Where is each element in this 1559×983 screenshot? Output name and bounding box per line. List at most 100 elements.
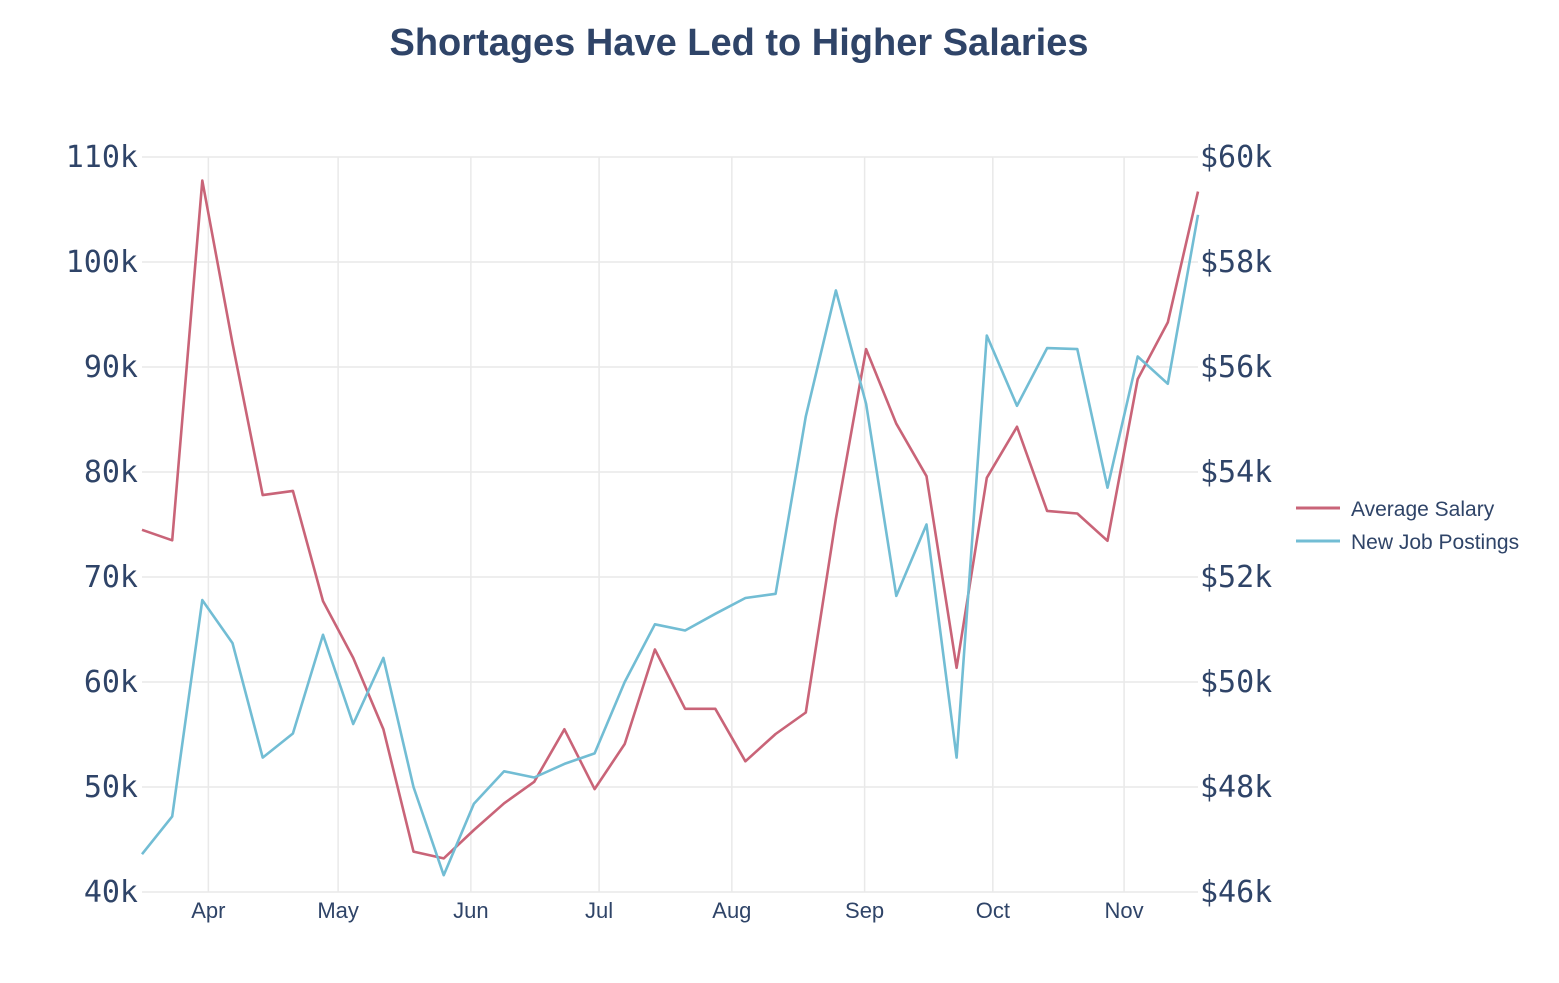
data-point[interactable] — [500, 799, 508, 807]
data-point[interactable] — [1043, 507, 1051, 515]
data-point[interactable] — [922, 521, 930, 529]
data-point[interactable] — [621, 678, 629, 686]
data-point[interactable] — [470, 826, 478, 834]
data-point[interactable] — [681, 627, 689, 635]
axes: 40k 50k 60k 70k 80k 90k 100k 110k $46k $48k $50k $5… — [66, 140, 1273, 923]
data-point[interactable] — [168, 812, 176, 820]
data-point[interactable] — [681, 705, 689, 713]
chart-title: Shortages Have Led to Higher Salaries — [389, 22, 1088, 64]
data-point[interactable] — [410, 783, 418, 791]
data-point[interactable] — [259, 754, 267, 762]
right-y-tick-label: $54k — [1200, 455, 1272, 490]
data-point[interactable] — [289, 487, 297, 495]
data-point[interactable] — [440, 871, 448, 879]
x-tick-label: Jul — [585, 898, 613, 923]
data-point[interactable] — [319, 631, 327, 639]
data-point[interactable] — [259, 491, 267, 499]
left-y-tick-label: 70k — [84, 560, 138, 595]
data-point[interactable] — [1134, 375, 1142, 383]
left-y-tick-label: 90k — [84, 350, 138, 385]
data-point[interactable] — [1073, 345, 1081, 353]
x-tick-label: Jun — [453, 898, 488, 923]
data-point[interactable] — [983, 474, 991, 482]
data-point[interactable] — [1073, 509, 1081, 517]
data-point[interactable] — [1013, 423, 1021, 431]
data-point[interactable] — [983, 332, 991, 340]
right-y-tick-label: $60k — [1200, 140, 1272, 175]
data-point[interactable] — [470, 800, 478, 808]
series-line-average-salary — [141, 179, 1200, 860]
data-point[interactable] — [168, 536, 176, 544]
data-point[interactable] — [591, 749, 599, 757]
data-point[interactable] — [1164, 380, 1172, 388]
data-point[interactable] — [711, 705, 719, 713]
x-tick-label: May — [317, 898, 359, 923]
data-point[interactable] — [530, 774, 538, 782]
data-point[interactable] — [1134, 353, 1142, 361]
data-point[interactable] — [651, 620, 659, 628]
data-point[interactable] — [832, 286, 840, 294]
x-tick-label: Oct — [976, 898, 1010, 923]
data-point[interactable] — [1103, 537, 1111, 545]
data-point[interactable] — [1043, 344, 1051, 352]
data-point[interactable] — [410, 848, 418, 856]
data-point[interactable] — [560, 760, 568, 768]
data-point[interactable] — [138, 526, 146, 534]
data-point[interactable] — [862, 400, 870, 408]
data-point[interactable] — [198, 596, 206, 604]
data-point[interactable] — [198, 177, 206, 185]
data-point[interactable] — [772, 730, 780, 738]
data-point[interactable] — [1194, 188, 1202, 196]
data-point[interactable] — [440, 854, 448, 862]
legend[interactable]: Average Salary New Job Postings — [1296, 498, 1519, 554]
data-point[interactable] — [591, 785, 599, 793]
data-point[interactable] — [802, 412, 810, 420]
left-y-tick-label: 80k — [84, 455, 138, 490]
data-point[interactable] — [1164, 318, 1172, 326]
data-point[interactable] — [953, 664, 961, 672]
data-point[interactable] — [802, 708, 810, 716]
data-point[interactable] — [953, 754, 961, 762]
data-point[interactable] — [319, 597, 327, 605]
data-point[interactable] — [349, 654, 357, 662]
series-lines — [138, 177, 1202, 879]
data-point[interactable] — [741, 594, 749, 602]
right-y-tick-label: $46k — [1200, 875, 1272, 910]
x-tick-label: Aug — [712, 898, 751, 923]
data-point[interactable] — [741, 757, 749, 765]
data-point[interactable] — [892, 592, 900, 600]
data-point[interactable] — [349, 720, 357, 728]
data-point[interactable] — [229, 339, 237, 347]
data-point[interactable] — [651, 645, 659, 653]
data-point[interactable] — [138, 850, 146, 858]
right-y-tick-label: $56k — [1200, 350, 1272, 385]
data-point[interactable] — [379, 654, 387, 662]
data-point[interactable] — [1194, 211, 1202, 219]
legend-entry-label[interactable]: New Job Postings — [1351, 531, 1519, 554]
data-point[interactable] — [1013, 402, 1021, 410]
data-point[interactable] — [922, 472, 930, 480]
data-point[interactable] — [500, 767, 508, 775]
data-point[interactable] — [229, 639, 237, 647]
x-tick-label: Apr — [191, 898, 225, 923]
data-point[interactable] — [862, 345, 870, 353]
right-y-tick-label: $52k — [1200, 560, 1272, 595]
right-y-tick-label: $48k — [1200, 770, 1272, 805]
series-line-new-job-postings — [140, 214, 1200, 877]
right-y-tick-label: $58k — [1200, 245, 1272, 280]
data-point[interactable] — [1103, 484, 1111, 492]
data-point[interactable] — [892, 420, 900, 428]
data-point[interactable] — [772, 590, 780, 598]
right-y-tick-label: $50k — [1200, 665, 1272, 700]
data-point[interactable] — [560, 725, 568, 733]
legend-entry-label[interactable]: Average Salary — [1351, 498, 1495, 521]
data-point[interactable] — [832, 515, 840, 523]
left-y-tick-label: 50k — [84, 770, 138, 805]
left-y-tick-label: 60k — [84, 665, 138, 700]
data-point[interactable] — [711, 610, 719, 618]
data-point[interactable] — [289, 729, 297, 737]
data-point[interactable] — [379, 725, 387, 733]
grid-lines — [142, 156, 1198, 893]
data-point[interactable] — [621, 740, 629, 748]
